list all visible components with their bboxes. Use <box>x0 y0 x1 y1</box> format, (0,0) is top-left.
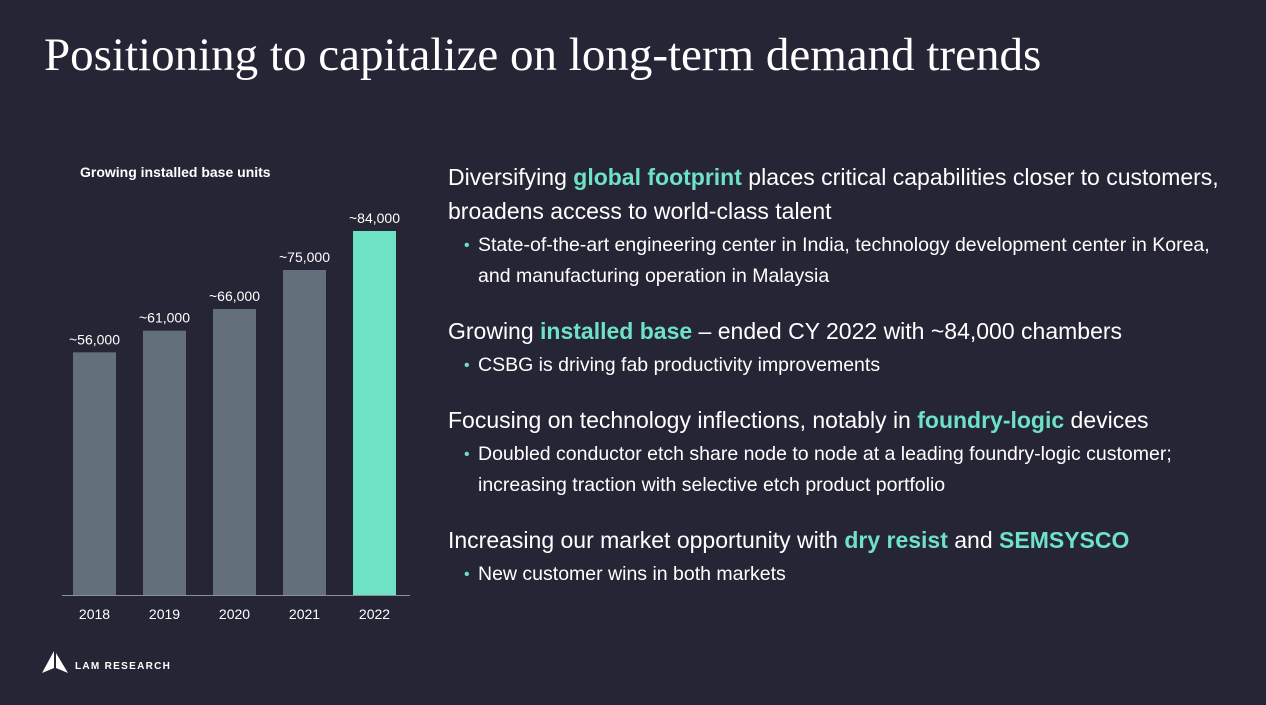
bullet-icon: • <box>464 357 470 374</box>
sub-bullet: • New customer wins in both markets <box>448 559 1238 590</box>
bar-2019 <box>143 330 186 595</box>
bar-2018 <box>73 352 116 595</box>
point-heading: Growing installed base – ended CY 2022 w… <box>448 314 1238 348</box>
lam-mountain-logo-icon <box>42 651 68 673</box>
x-tick-label-2022: 2022 <box>359 606 390 622</box>
bar-2020 <box>213 309 256 595</box>
heading-text: devices <box>1064 407 1149 433</box>
sub-bullet: • Doubled conductor etch share node to no… <box>448 439 1238 501</box>
heading-text: Increasing our market opportunity with <box>448 527 845 553</box>
heading-highlight: dry resist <box>844 527 948 553</box>
data-label-2019: ~61,000 <box>139 310 190 326</box>
heading-text: places critical capabilities closer to c… <box>448 164 1219 224</box>
bar-2022 <box>353 231 396 595</box>
sub-bullet: • CSBG is driving fab productivity improv… <box>448 350 1238 381</box>
heading-text: – ended CY 2022 with ~84,000 chambers <box>692 318 1123 344</box>
x-tick-label-2020: 2020 <box>219 606 250 622</box>
x-tick-label-2021: 2021 <box>289 606 320 622</box>
point-global-footprint: Diversifying global footprint places cri… <box>448 160 1238 292</box>
heading-text: Focusing on technology inflections, nota… <box>448 407 918 433</box>
logo-text: LAM RESEARCH <box>75 660 172 672</box>
x-tick-label-2018: 2018 <box>79 606 110 622</box>
data-label-2021: ~75,000 <box>279 249 330 265</box>
heading-text: Growing <box>448 318 541 344</box>
heading-highlight: global footprint <box>573 164 742 190</box>
heading-highlight: installed base <box>540 318 693 344</box>
heading-text: and <box>947 527 1000 553</box>
heading-highlight: foundry-logic <box>917 407 1065 433</box>
data-label-2020: ~66,000 <box>209 288 260 304</box>
heading-highlight: SEMSYSCO <box>999 527 1130 553</box>
company-logo: LAM RESEARCH <box>42 651 171 673</box>
point-heading: Focusing on technology inflections, nota… <box>448 403 1238 437</box>
chart-title: Growing installed base units <box>80 164 271 180</box>
sub-bullet-text: New customer wins in both markets <box>478 563 786 585</box>
key-points: Diversifying global footprint places cri… <box>448 160 1238 612</box>
point-installed-base: Growing installed base – ended CY 2022 w… <box>448 314 1238 381</box>
bullet-icon: • <box>464 566 470 583</box>
bullet-icon: • <box>464 446 470 463</box>
sub-bullet: • State-of-the-art engineering center in … <box>448 230 1238 292</box>
data-label-2022: ~84,000 <box>349 210 400 226</box>
x-tick-label-2019: 2019 <box>149 606 180 622</box>
data-label-2018: ~56,000 <box>69 331 120 347</box>
point-heading: Diversifying global footprint places cri… <box>448 160 1238 228</box>
installed-base-bar-chart: ~56,000 2018 ~61,000 2019 ~66,000 2020 ~75,000… <box>62 210 410 622</box>
point-foundry-logic: Focusing on technology inflections, nota… <box>448 403 1238 501</box>
sub-bullet-text: State-of-the-art engineering center in I… <box>478 234 1210 287</box>
slide-title: Positioning to capitalize on long-term d… <box>44 29 1042 81</box>
point-heading: Increasing our market opportunity with d… <box>448 523 1238 557</box>
bullet-icon: • <box>464 237 470 254</box>
heading-text: Diversifying <box>448 164 574 190</box>
bar-2021 <box>283 270 326 595</box>
point-market-opportunity: Increasing our market opportunity with d… <box>448 523 1238 590</box>
sub-bullet-text: CSBG is driving fab productivity improve… <box>478 354 881 376</box>
sub-bullet-text: Doubled conductor etch share node to nod… <box>478 443 1172 496</box>
